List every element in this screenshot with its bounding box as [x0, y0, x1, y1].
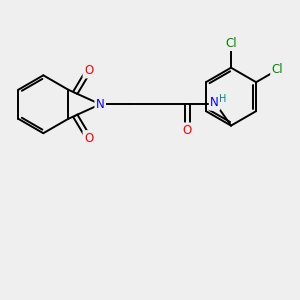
Text: N: N [210, 96, 219, 109]
Text: Cl: Cl [225, 37, 237, 50]
Text: Cl: Cl [272, 63, 283, 76]
Text: H: H [219, 94, 226, 104]
Text: O: O [84, 64, 93, 77]
Text: N: N [96, 98, 105, 111]
Text: O: O [182, 124, 192, 137]
Text: O: O [84, 131, 93, 145]
